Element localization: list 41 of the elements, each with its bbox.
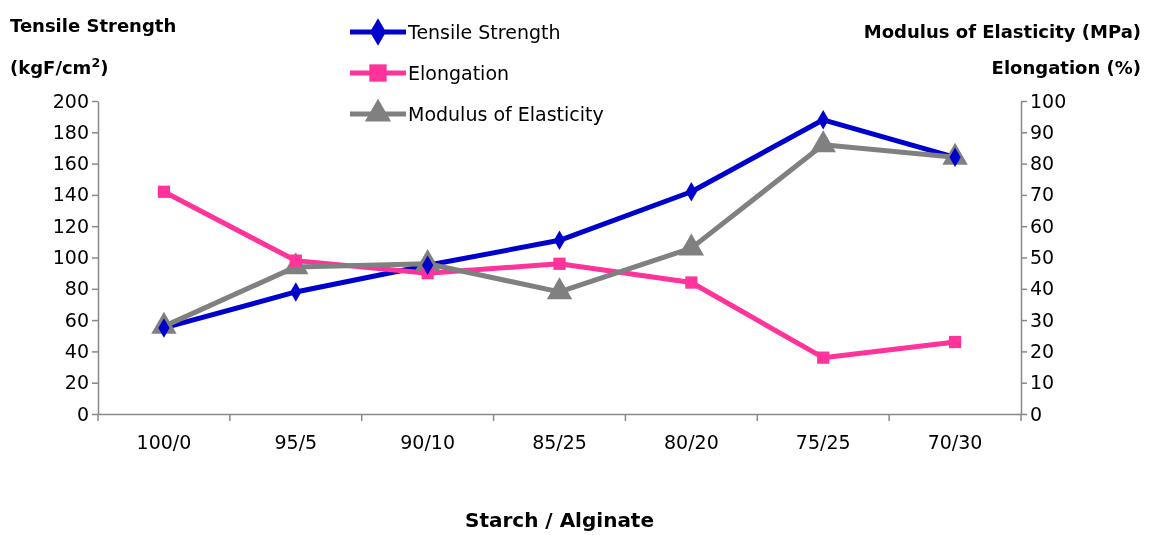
- y2-tick-label: 80: [1030, 152, 1055, 175]
- y-tick-label: 160: [52, 152, 89, 175]
- y2-tick-label: 100: [1030, 89, 1067, 112]
- x-tick-label: 75/25: [795, 431, 851, 454]
- point: [948, 335, 962, 349]
- y2-tick-label: 40: [1030, 277, 1055, 300]
- x-tick-label: 90/10: [400, 431, 456, 454]
- x-tick-label: 95/5: [274, 431, 318, 454]
- y-tick-label: 40: [64, 339, 89, 362]
- y2-tick-label: 60: [1030, 214, 1055, 237]
- point: [810, 130, 836, 153]
- y-tick-label: 200: [52, 89, 89, 112]
- x-axis-title: Starch / Alginate: [464, 508, 655, 532]
- y-axis-title: Tensile Strength (kgF/cm$^{2}$): [10, 15, 177, 78]
- point: [678, 233, 705, 256]
- y2-tick-label: 90: [1030, 120, 1055, 143]
- y-tick-label: 120: [52, 214, 89, 237]
- y2-tick-label: 10: [1030, 371, 1055, 394]
- point: [685, 276, 698, 289]
- y2-axis-title: Modulus of Elasticity (MPa) Elongation (%): [863, 21, 1141, 78]
- y2-tick-label: 50: [1030, 246, 1055, 269]
- point: [817, 351, 830, 364]
- x-tick-label: 70/30: [927, 431, 983, 454]
- x-tick-label: 100/0: [136, 431, 192, 454]
- point: [553, 257, 566, 270]
- x-tick-label: 80/20: [663, 431, 719, 454]
- y-tick-label: 80: [64, 277, 89, 300]
- y2-tick-label: 20: [1030, 339, 1055, 362]
- legend-label: Modulus of Elasticity: [408, 103, 604, 125]
- legend-label: Elongation: [408, 62, 510, 84]
- y-tick-label: 0: [76, 402, 89, 425]
- y-tick-label: 180: [52, 120, 89, 143]
- legend-label: Tensile Strength: [407, 21, 561, 43]
- y-tick-label: 100: [52, 246, 89, 269]
- y-tick-label: 140: [52, 183, 89, 206]
- y2-tick-label: 30: [1030, 308, 1055, 331]
- y2-tick-label: 70: [1030, 183, 1055, 206]
- x-tick-label: 85/25: [532, 431, 587, 454]
- y2-tick-label: 0: [1030, 402, 1043, 425]
- y-tick-label: 60: [64, 308, 89, 331]
- y-tick-label: 20: [64, 371, 89, 394]
